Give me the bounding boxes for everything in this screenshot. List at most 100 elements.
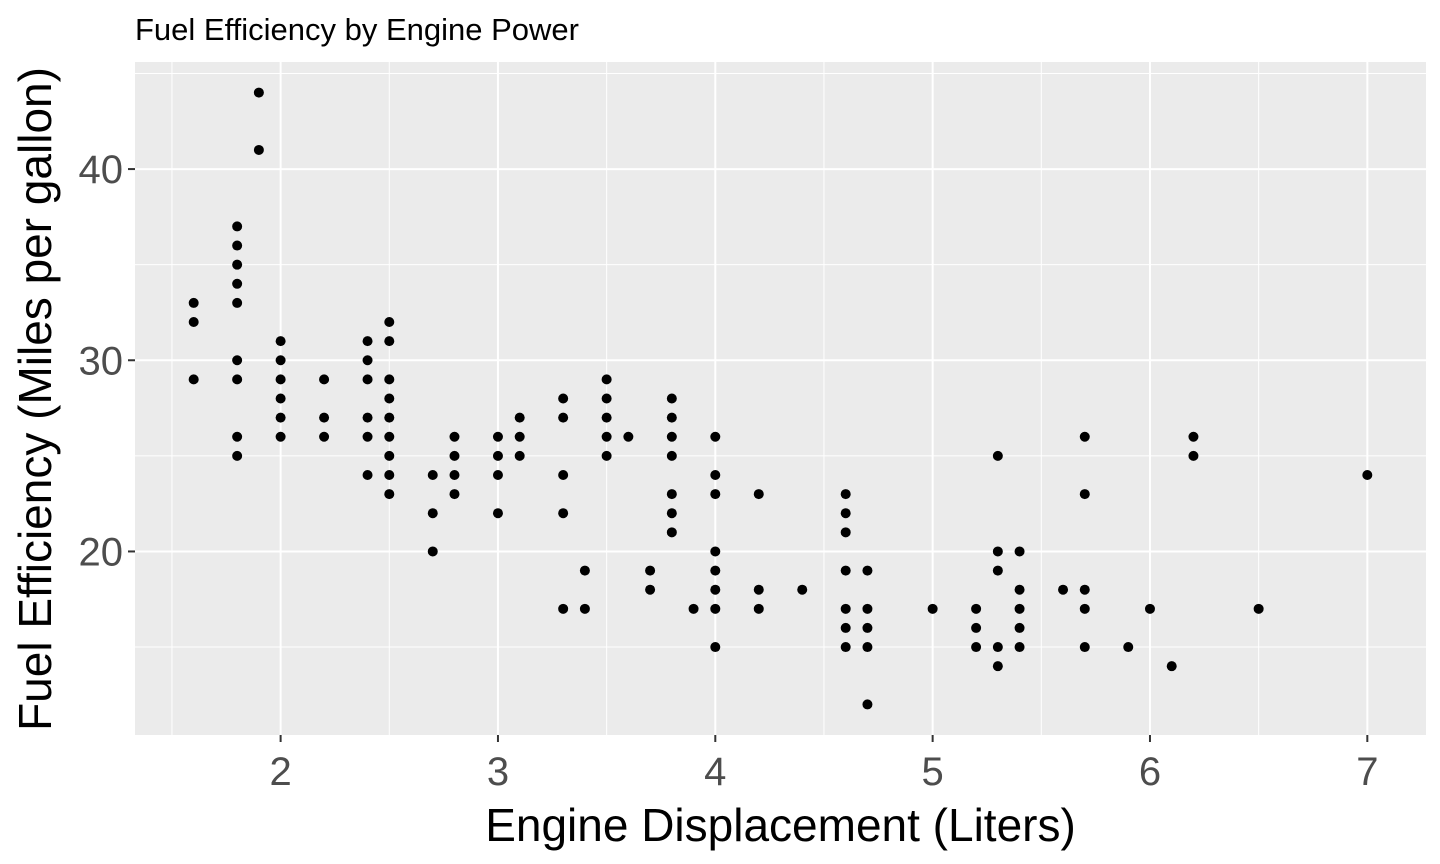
data-point (232, 278, 243, 289)
data-point (362, 336, 373, 347)
data-point (840, 527, 851, 538)
data-point (862, 565, 873, 576)
data-point (710, 489, 721, 500)
data-point (232, 374, 243, 385)
data-point (753, 603, 764, 614)
data-point (710, 565, 721, 576)
data-point (1079, 489, 1090, 500)
data-point (232, 259, 243, 270)
data-point (384, 431, 395, 442)
data-point (449, 489, 460, 500)
data-point (1079, 603, 1090, 614)
data-point (840, 565, 851, 576)
data-point (232, 431, 243, 442)
data-point (558, 603, 569, 614)
axis-ticks (128, 168, 1369, 742)
data-point (384, 393, 395, 404)
data-point (971, 603, 982, 614)
data-point (253, 144, 264, 155)
data-points (188, 87, 1373, 710)
data-point (275, 374, 286, 385)
data-point (1014, 546, 1025, 557)
data-point (992, 546, 1003, 557)
data-point (449, 431, 460, 442)
data-point (1014, 642, 1025, 653)
data-point (492, 508, 503, 519)
major-gridlines (135, 62, 1426, 735)
data-point (427, 508, 438, 519)
data-point (1014, 603, 1025, 614)
data-point (319, 431, 330, 442)
data-point (666, 527, 677, 538)
data-point (492, 450, 503, 461)
data-point (992, 450, 1003, 461)
y-tick-label: 20 (79, 530, 124, 574)
x-tick-label: 6 (1139, 750, 1161, 794)
data-point (840, 508, 851, 519)
data-point (971, 622, 982, 633)
data-point (1188, 431, 1199, 442)
data-point (449, 469, 460, 480)
x-tick-label: 5 (922, 750, 944, 794)
data-point (1058, 584, 1069, 595)
data-point (992, 642, 1003, 653)
data-point (275, 393, 286, 404)
data-point (1014, 584, 1025, 595)
data-point (275, 355, 286, 366)
minor-gridlines (135, 62, 1426, 735)
data-point (362, 355, 373, 366)
data-point (666, 393, 677, 404)
data-point (558, 469, 569, 480)
data-point (514, 450, 525, 461)
data-point (275, 431, 286, 442)
data-point (362, 469, 373, 480)
data-point (558, 393, 569, 404)
data-point (362, 412, 373, 423)
data-point (275, 412, 286, 423)
data-point (601, 450, 612, 461)
data-point (601, 431, 612, 442)
data-point (1014, 622, 1025, 633)
x-tick-label: 7 (1356, 750, 1378, 794)
data-point (601, 374, 612, 385)
data-point (666, 489, 677, 500)
data-point (710, 603, 721, 614)
data-point (1188, 450, 1199, 461)
data-point (710, 642, 721, 653)
data-point (1253, 603, 1264, 614)
data-point (1079, 431, 1090, 442)
data-point (862, 603, 873, 614)
data-point (666, 508, 677, 519)
data-point (1123, 642, 1134, 653)
data-point (666, 412, 677, 423)
data-point (384, 336, 395, 347)
data-point (710, 584, 721, 595)
data-point (710, 469, 721, 480)
chart-title: Fuel Efficiency by Engine Power (135, 12, 579, 47)
data-point (645, 584, 656, 595)
data-point (601, 393, 612, 404)
data-point (275, 336, 286, 347)
data-point (232, 221, 243, 232)
y-axis-title: Fuel Efficiency (Miles per gallon) (9, 67, 61, 731)
data-point (362, 431, 373, 442)
data-point (710, 546, 721, 557)
data-point (601, 412, 612, 423)
data-point (449, 450, 460, 461)
data-point (797, 584, 808, 595)
data-point (1144, 603, 1155, 614)
data-point (840, 622, 851, 633)
data-point (319, 374, 330, 385)
data-point (384, 489, 395, 500)
data-point (492, 469, 503, 480)
data-point (188, 374, 199, 385)
data-point (384, 469, 395, 480)
data-point (1079, 584, 1090, 595)
data-point (666, 450, 677, 461)
data-point (427, 469, 438, 480)
data-point (232, 240, 243, 251)
data-point (384, 317, 395, 328)
data-point (232, 355, 243, 366)
data-point (579, 565, 590, 576)
